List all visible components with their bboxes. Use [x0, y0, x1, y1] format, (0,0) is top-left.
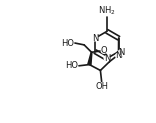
Polygon shape: [88, 52, 92, 65]
Circle shape: [93, 35, 98, 41]
Circle shape: [118, 50, 124, 55]
Circle shape: [104, 56, 110, 61]
Text: N: N: [104, 54, 110, 63]
Text: N: N: [92, 34, 98, 43]
Text: HO: HO: [61, 38, 74, 48]
Text: OH: OH: [95, 82, 108, 91]
Text: N: N: [115, 51, 122, 60]
Text: O: O: [101, 46, 107, 55]
Text: N: N: [118, 48, 124, 57]
Circle shape: [101, 48, 107, 53]
Text: HO: HO: [65, 61, 78, 70]
Circle shape: [116, 53, 121, 59]
Text: NH$_2$: NH$_2$: [98, 4, 116, 17]
